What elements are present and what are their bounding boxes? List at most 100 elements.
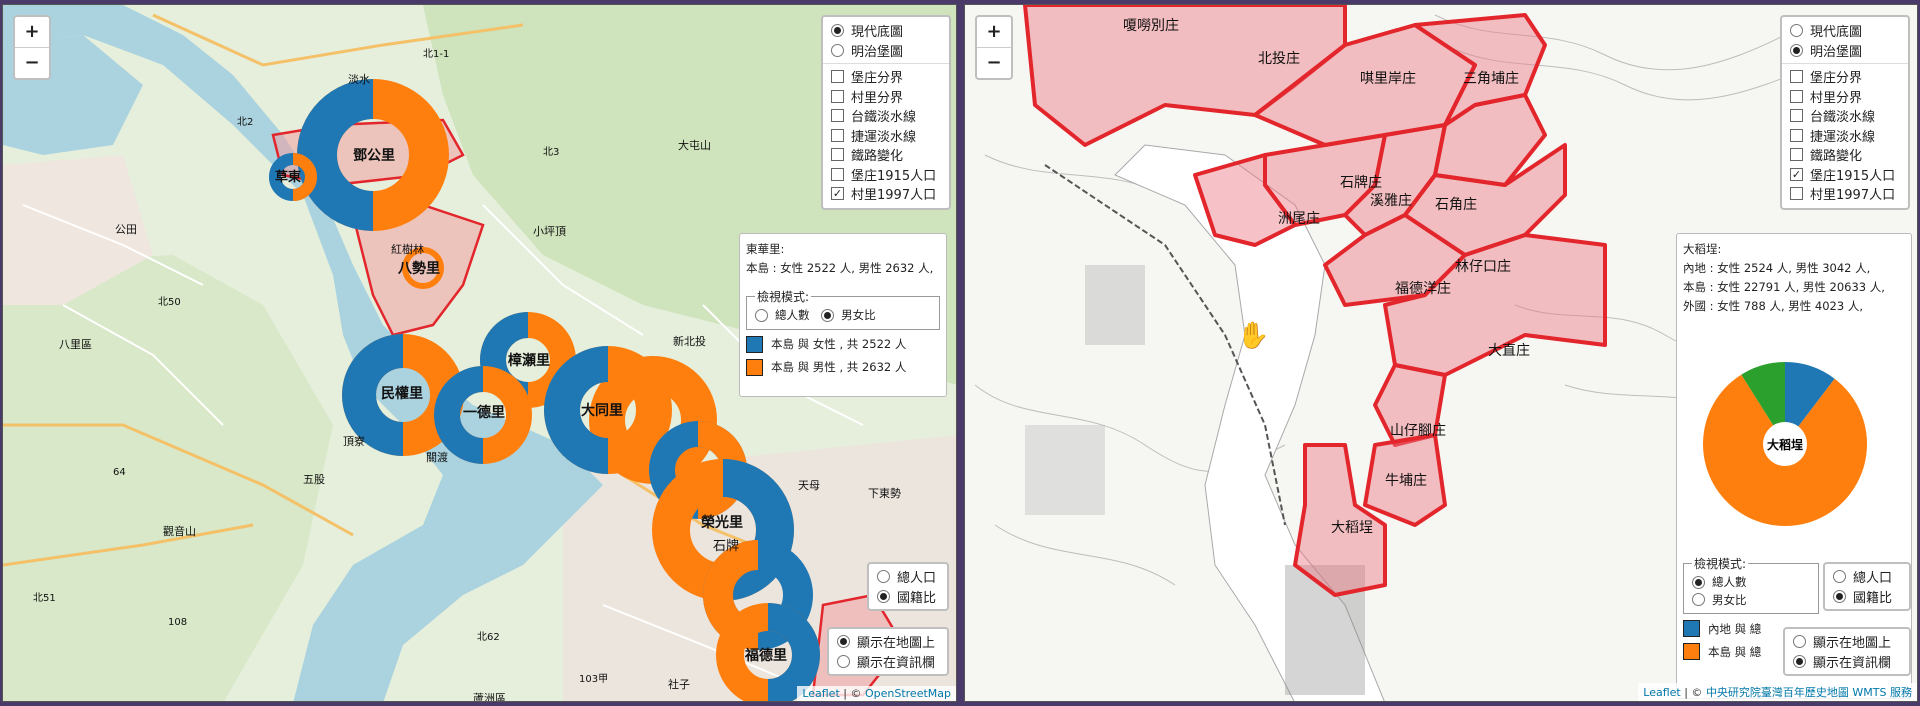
mode-total-option[interactable]: 總人數 xyxy=(1692,574,1747,590)
right-population-toggle: 總人口 國籍比 xyxy=(1823,562,1911,611)
right-basemap-modern[interactable]: 現代底圖 xyxy=(1782,21,1908,41)
pop-nationality-option[interactable]: 國籍比 xyxy=(1825,587,1909,607)
label-xiadongshi: 下東勢 xyxy=(868,486,901,500)
label-minquan: 民權里 xyxy=(381,385,423,402)
leaflet-link[interactable]: Leaflet xyxy=(802,687,840,700)
overlay-option[interactable]: 村里1997人口 xyxy=(1782,184,1908,204)
mode-ratio-option[interactable]: 男女比 xyxy=(821,307,876,323)
pop-total-option[interactable]: 總人口 xyxy=(1825,567,1909,587)
view-mode-legend: 檢視模式: xyxy=(757,290,810,304)
display-in-panel-option[interactable]: 顯示在資訊欄 xyxy=(829,652,947,672)
overlay-option[interactable]: 鐵路變化 xyxy=(1782,145,1908,165)
overlay-option[interactable]: 台鐵淡水線 xyxy=(823,106,949,126)
mode-total-option[interactable]: 總人數 xyxy=(755,307,810,323)
pop-nationality-option[interactable]: 國籍比 xyxy=(869,587,947,607)
left-zoom-control: + − xyxy=(13,15,51,80)
overlay-option[interactable]: 堡庄1915人口 xyxy=(823,165,949,185)
radio-icon xyxy=(831,43,844,57)
overlay-option[interactable]: 村里分界 xyxy=(823,87,949,107)
checkbox-icon xyxy=(1790,148,1803,162)
label-xiya: 溪雅庄 xyxy=(1370,192,1412,209)
overlay-option[interactable]: 台鐵淡水線 xyxy=(1782,106,1908,126)
radio-icon xyxy=(877,570,890,584)
label-bashi: 八勢里 xyxy=(397,260,440,277)
radio-icon xyxy=(1793,654,1806,668)
checkbox-icon xyxy=(1790,187,1803,201)
osm-link[interactable]: OpenStreetMap xyxy=(864,687,951,700)
label-datong: 大同里 xyxy=(581,402,623,419)
radio-icon xyxy=(1793,635,1806,649)
label-xiaopingding: 小坪頂 xyxy=(533,225,566,238)
info-line: 內地 : 女性 2524 人, 男性 3042 人, xyxy=(1683,261,1871,275)
label-zhangliao: 樟瀬里 xyxy=(508,352,550,369)
radio-icon xyxy=(831,24,844,38)
population-donuts xyxy=(269,79,820,701)
overlay-option[interactable]: 村里分界 xyxy=(1782,87,1908,107)
left-info-panel: 東華里: 本島 : 女性 2522 人, 男性 2632 人, 檢視模式: 總人… xyxy=(739,233,947,397)
radio-icon xyxy=(1833,570,1846,584)
left-basemap-modern[interactable]: 現代底圖 xyxy=(823,21,949,41)
right-attribution: Leaflet | © 中央研究院臺灣百年歷史地圖 WMTS 服務 xyxy=(1638,683,1917,701)
label-beitou: 北投庄 xyxy=(1258,50,1300,67)
right-display-toggle: 顯示在地圖上 顯示在資訊欄 xyxy=(1783,627,1911,676)
label-caodong: 草東 xyxy=(275,169,301,185)
left-map-labels: 鄧公里 草東 八勢里 民權里 一德里 樟瀬里 大同里 榮光里 福德里 淡水 八里… xyxy=(33,48,901,702)
pop-total-option[interactable]: 總人口 xyxy=(869,567,947,587)
label-datunshan: 大屯山 xyxy=(678,138,711,152)
right-basemap-meiji[interactable]: 明治堡圖 xyxy=(1782,41,1908,61)
label-luzhou: 蘆洲區 xyxy=(473,691,506,702)
label-zhouwei: 洲尾庄 xyxy=(1278,210,1320,227)
overlay-option[interactable]: ✓ 堡庄1915人口 xyxy=(1790,167,1896,184)
overlay-option[interactable]: 鐵路變化 xyxy=(823,145,949,165)
mode-ratio-option[interactable]: 男女比 xyxy=(1692,592,1747,608)
overlay-option[interactable]: 捷運淡水線 xyxy=(1782,126,1908,146)
label-guanyinshan: 觀音山 xyxy=(163,524,196,538)
label-shezi: 社子 xyxy=(668,677,690,691)
town-blocks xyxy=(1025,265,1365,695)
right-info-panel: 大稻埕: 內地 : 女性 2524 人, 男性 3042 人, 本島 : 女性 … xyxy=(1676,233,1912,699)
info-title: 東華里: xyxy=(746,242,785,256)
right-map-labels: 北投庄 嗄嘮別庄 唭里岸庄 三角埔庄 石牌庄 洲尾庄 溪雅庄 石角庄 林仔口庄 … xyxy=(1123,17,1530,536)
left-basemap-meiji[interactable]: 明治堡圖 xyxy=(823,41,949,61)
right-zoom-in-button[interactable]: + xyxy=(977,17,1011,48)
separator xyxy=(823,63,949,64)
label-galabie: 嗄嘮別庄 xyxy=(1123,17,1179,34)
overlay-option[interactable]: ✓ 村里1997人口 xyxy=(831,187,937,204)
label-road-bei2: 北2 xyxy=(237,116,253,128)
checkbox-checked-icon: ✓ xyxy=(1790,167,1803,181)
left-overlay-list: 堡庄分界 村里分界 台鐵淡水線 捷運淡水線 鐵路變化 堡庄1915人口 ✓ 村里1997人口 xyxy=(823,67,949,204)
display-on-map-option[interactable]: 顯示在地圖上 xyxy=(1785,632,1909,652)
checkbox-checked-icon: ✓ xyxy=(831,187,844,201)
donut-denggong xyxy=(297,79,449,231)
radio-icon xyxy=(837,654,850,668)
label-shipai: 石牌庄 xyxy=(1340,174,1382,191)
right-map-pane[interactable]: 北投庄 嗄嘮別庄 唭里岸庄 三角埔庄 石牌庄 洲尾庄 溪雅庄 石角庄 林仔口庄 … xyxy=(964,4,1918,702)
view-mode-legend: 檢視模式: xyxy=(1694,557,1747,571)
info-line: 本島 : 女性 22791 人, 男性 20633 人, xyxy=(1683,280,1885,294)
left-map-pane[interactable]: 鄧公里 草東 八勢里 民權里 一德里 樟瀬里 大同里 榮光里 福德里 淡水 八里… xyxy=(2,4,957,702)
label-tamsui: 淡水 xyxy=(348,73,370,86)
radio-icon xyxy=(1790,43,1803,57)
overlay-option[interactable]: 堡庄分界 xyxy=(1782,67,1908,87)
radio-icon xyxy=(837,635,850,649)
left-zoom-out-button[interactable]: − xyxy=(24,52,40,73)
legend-item: 本島 與 女性 , 共 2522 人 xyxy=(746,335,940,353)
display-on-map-option[interactable]: 顯示在地圖上 xyxy=(829,632,947,652)
radio-icon xyxy=(1692,593,1705,606)
right-zoom-out-button[interactable]: − xyxy=(986,52,1002,73)
label-linzikou: 林仔口庄 xyxy=(1455,258,1511,275)
label-shanzijiao: 山仔腳庄 xyxy=(1390,422,1446,439)
overlay-option[interactable]: 捷運淡水線 xyxy=(823,126,949,146)
pie-hole xyxy=(1763,422,1807,466)
left-zoom-in-button[interactable]: + xyxy=(15,17,49,48)
label-fudeyang: 福德洋庄 xyxy=(1395,280,1451,297)
legend-item: 內地 與 總 xyxy=(1683,620,1905,637)
sinica-wmts-link[interactable]: 中央研究院臺灣百年歷史地圖 WMTS 服務 xyxy=(1705,686,1912,699)
leaflet-link[interactable]: Leaflet xyxy=(1643,686,1681,699)
hill-area xyxy=(3,255,333,701)
info-line: 本島 : 女性 2522 人, 男性 2632 人, xyxy=(746,261,934,275)
overlay-option[interactable]: 堡庄分界 xyxy=(823,67,949,87)
radio-icon xyxy=(1790,24,1803,38)
nationality-pie-chart: 大稻埕 xyxy=(1703,362,1867,526)
display-in-panel-option[interactable]: 顯示在資訊欄 xyxy=(1785,652,1909,672)
